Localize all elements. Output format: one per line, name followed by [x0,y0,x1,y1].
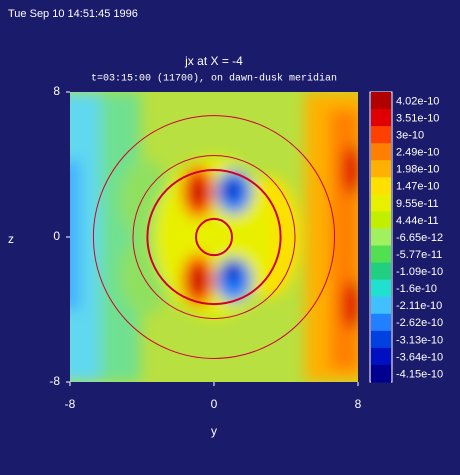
circle-contour [146,168,282,306]
colorbar-label: -1.6e-10 [396,283,437,295]
colorbar-label: 1.98e-10 [396,164,439,176]
colorbar-segment [371,296,391,315]
colorbar-segment [371,279,391,298]
colorbar-segment [371,194,391,212]
colorbar-label: -5.77e-11 [396,249,442,261]
circle-contour [92,115,336,359]
y-tick-label: 8 [53,84,60,98]
colorbar-segment [371,330,391,349]
circle-contour [132,154,296,320]
colorbar-label: 1.47e-10 [396,181,439,193]
colorbar-segment [371,211,391,229]
timestamp: Tue Sep 10 14:51:45 1996 [8,8,138,20]
y-tick-label: -8 [49,374,60,388]
x-tick-label: -8 [65,397,76,411]
colorbar-label: 9.55e-11 [396,198,439,210]
chart-title: jx at X = -4 [184,54,243,68]
colorbar-label: 3.51e-10 [396,112,439,124]
colorbar-segment [371,92,391,110]
colorbar-label: 3e-10 [396,130,424,142]
colorbar-segment [371,177,391,195]
colorbar-segment [371,126,391,144]
colorbar-label: 2.49e-10 [396,147,439,159]
circle-contour [195,217,233,257]
field [70,92,358,382]
x-tick-label: 8 [355,397,362,411]
colorbar-label: -2.11e-10 [396,300,442,312]
chart-subtitle: t=03:15:00 (11700), on dawn-dusk meridia… [91,73,337,85]
x-tick-label: 0 [211,397,218,411]
colorbar-segment [371,262,391,281]
colorbar-label: -3.64e-10 [396,351,443,363]
colorbar-segment [371,109,391,127]
colorbar-segment [371,143,391,161]
colorbar-label: -1.09e-10 [396,266,443,278]
y-tick-label: 0 [53,229,60,243]
colorbar-label: 4.02e-10 [396,95,439,107]
colorbar-label: -6.65e-12 [396,232,443,244]
colorbar-label: -3.13e-10 [396,334,443,346]
colorbar-label: -2.62e-10 [396,317,443,329]
colorbar-segment [371,245,391,264]
colorbar-segment [371,364,391,383]
y-axis-label: z [8,232,14,246]
colorbar-segment [371,228,391,247]
colorbar-segment [371,160,391,178]
colorbar-label: 4.44e-11 [396,215,439,227]
colorbar-segment [371,347,391,366]
colorbar-segment [371,313,391,332]
colorbar-label: -4.15e-10 [396,368,443,380]
x-axis-label: y [211,424,217,438]
